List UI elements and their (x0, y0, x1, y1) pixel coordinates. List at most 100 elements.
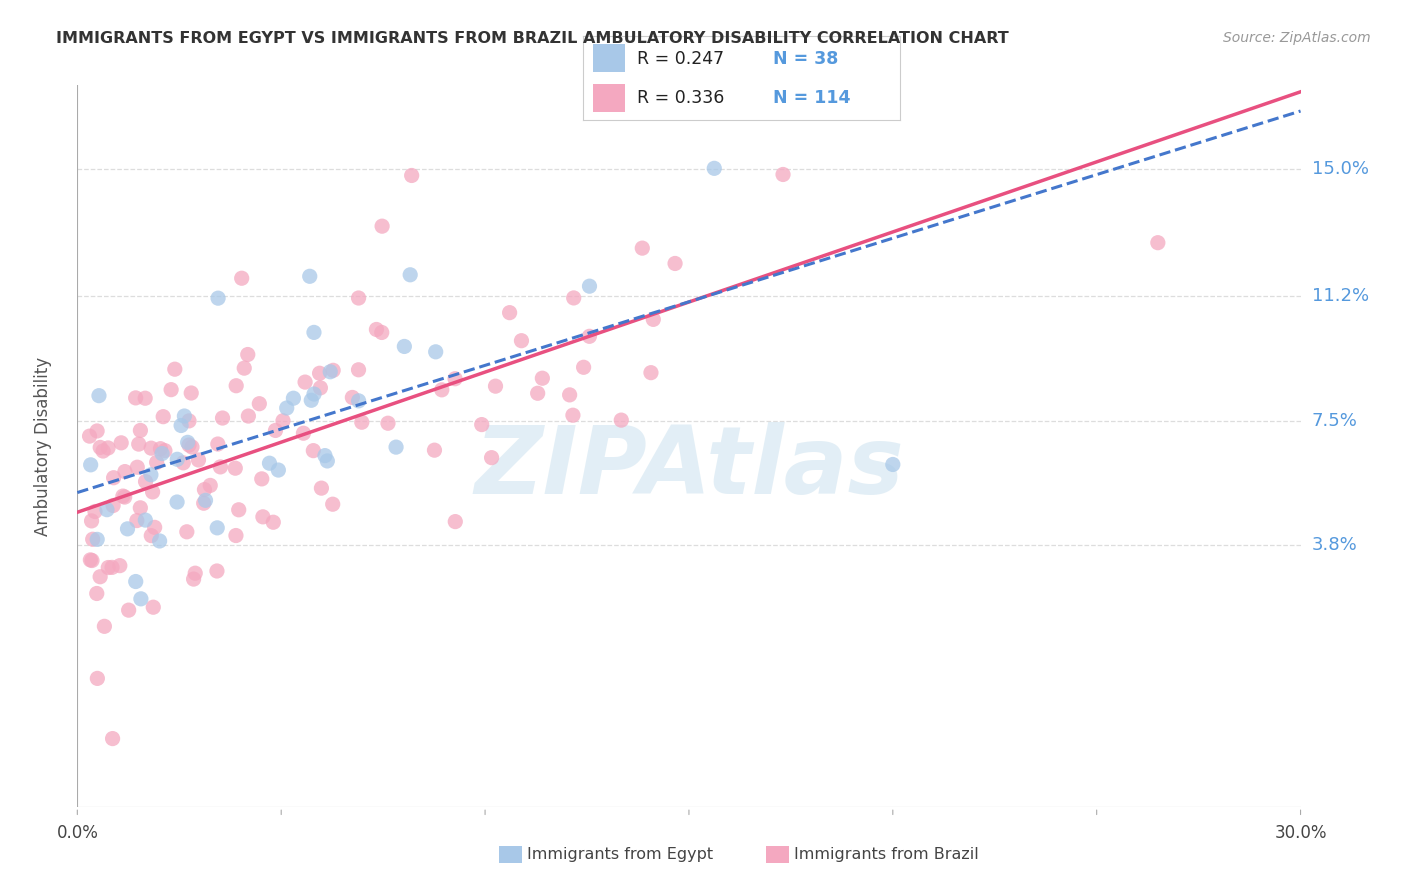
Point (207, 437, 229, 451)
Point (79, 458, 101, 472)
Point (127, 460, 149, 475)
Point (117, 522, 139, 536)
Point (250, 472, 273, 486)
Text: IMMIGRANTS FROM EGYPT VS IMMIGRANTS FROM BRAZIL AMBULATORY DISABILITY CORRELATIO: IMMIGRANTS FROM EGYPT VS IMMIGRANTS FROM… (56, 31, 1010, 46)
Point (425, 344, 447, 359)
Point (347, 363, 370, 377)
Point (882, 458, 904, 472)
Point (86, 586, 108, 600)
Point (610, 413, 633, 427)
Point (129, 424, 152, 438)
Point (247, 397, 270, 411)
Point (444, 372, 467, 386)
Point (316, 454, 339, 468)
Point (299, 393, 322, 408)
Text: 3.8%: 3.8% (1312, 536, 1357, 554)
Point (160, 383, 183, 397)
Point (172, 456, 194, 470)
Text: N = 114: N = 114 (773, 88, 851, 106)
Point (225, 378, 247, 392)
Text: 11.2%: 11.2% (1312, 287, 1369, 305)
Point (79, 429, 101, 443)
Text: 0.0%: 0.0% (56, 824, 98, 842)
Point (153, 443, 176, 458)
Point (79, 553, 101, 567)
Point (322, 497, 344, 511)
Point (385, 440, 408, 454)
Point (394, 339, 416, 353)
Point (308, 366, 330, 380)
Point (97, 560, 120, 574)
Text: Source: ZipAtlas.com: Source: ZipAtlas.com (1223, 31, 1371, 45)
Point (322, 363, 344, 377)
Point (561, 408, 583, 422)
Point (86, 533, 108, 547)
Point (262, 515, 284, 529)
Point (640, 366, 662, 380)
Point (111, 489, 134, 503)
Point (96, 502, 118, 516)
Point (176, 435, 198, 450)
Text: ZIPAtlas: ZIPAtlas (474, 422, 904, 514)
Point (163, 362, 186, 376)
Point (526, 386, 548, 401)
Point (101, 499, 124, 513)
Point (89, 570, 111, 584)
Point (271, 414, 294, 428)
Point (481, 450, 503, 465)
Point (401, 169, 423, 183)
Point (135, 475, 157, 489)
Point (1147, 235, 1170, 250)
Point (134, 391, 156, 405)
Point (177, 438, 200, 452)
Point (114, 465, 136, 479)
Point (142, 484, 165, 499)
Point (205, 564, 228, 578)
Text: Immigrants from Egypt: Immigrants from Egypt (527, 847, 713, 862)
Point (193, 496, 215, 510)
Point (377, 416, 399, 430)
Point (292, 426, 315, 441)
Text: Ambulatory Disability: Ambulatory Disability (34, 357, 52, 535)
Point (101, 731, 124, 746)
Text: 15.0%: 15.0% (1312, 160, 1368, 178)
Point (134, 513, 156, 527)
Point (347, 393, 370, 408)
Point (572, 360, 595, 375)
Point (166, 452, 188, 467)
Point (193, 483, 215, 497)
Point (149, 442, 172, 456)
Point (444, 515, 467, 529)
Point (319, 365, 342, 379)
Point (166, 495, 188, 509)
Point (224, 461, 246, 475)
Point (311, 481, 333, 495)
Point (177, 414, 200, 428)
Point (207, 521, 229, 535)
Point (86, 424, 108, 438)
Point (145, 455, 167, 469)
Point (183, 572, 205, 586)
Point (97, 441, 120, 455)
Point (225, 528, 247, 542)
Text: 7.5%: 7.5% (1312, 412, 1358, 430)
Point (233, 361, 256, 376)
Point (89, 441, 111, 455)
Point (236, 347, 259, 361)
Point (80, 514, 103, 528)
Point (125, 574, 148, 589)
Point (209, 459, 232, 474)
Point (200, 478, 222, 492)
Point (314, 449, 336, 463)
Point (141, 529, 163, 543)
Text: R = 0.247: R = 0.247 (637, 50, 724, 68)
Point (471, 417, 494, 432)
Point (562, 291, 585, 305)
Point (152, 409, 174, 424)
Point (181, 440, 204, 454)
Point (87, 389, 110, 403)
Point (114, 490, 136, 504)
Point (703, 161, 725, 176)
Point (267, 463, 290, 477)
Point (231, 271, 253, 285)
